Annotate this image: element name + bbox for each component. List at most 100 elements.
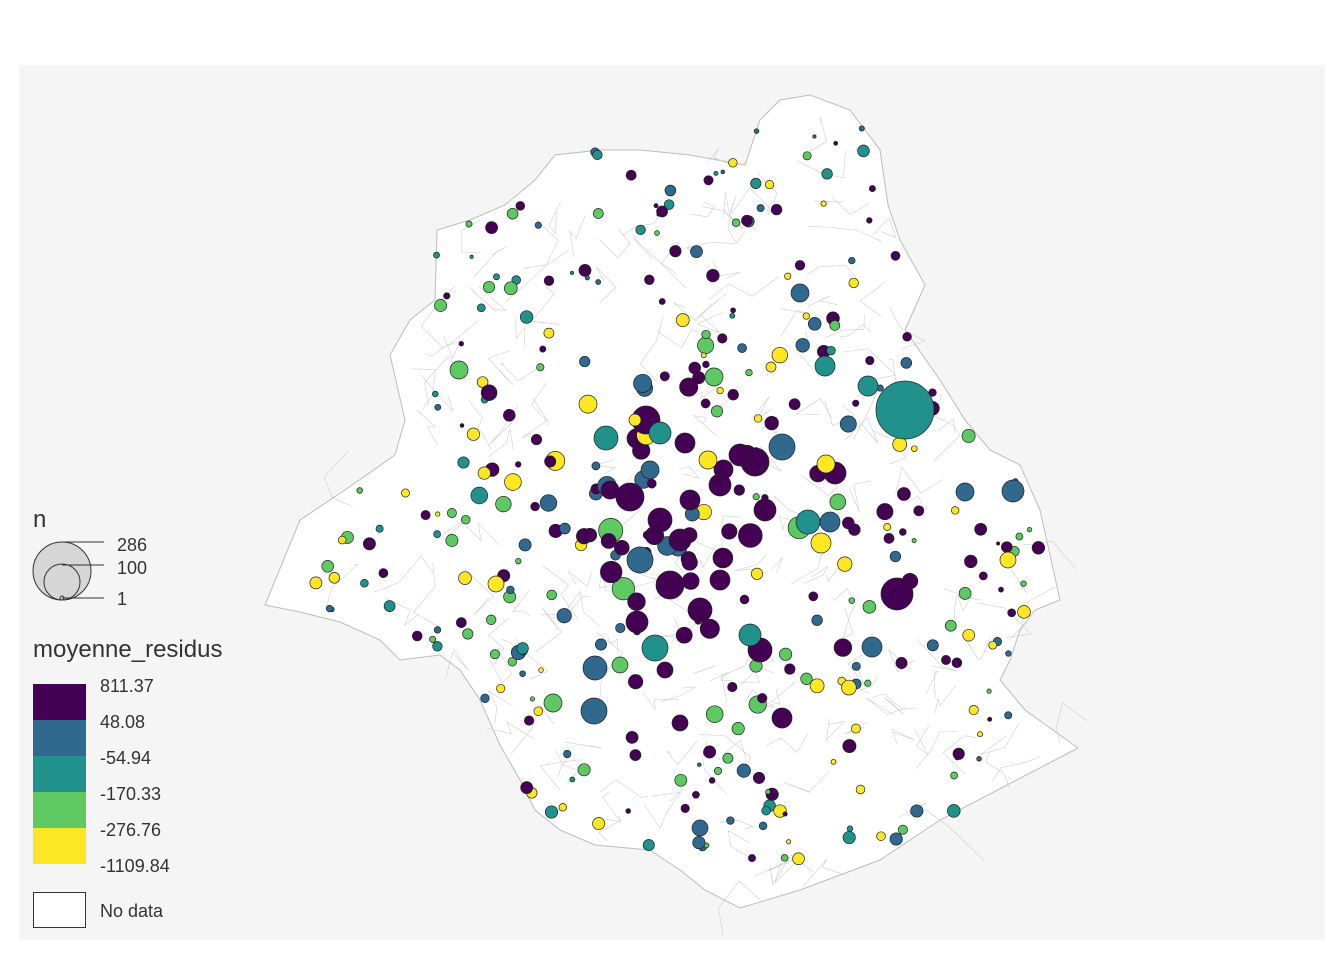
sector-symbol: [675, 313, 690, 327]
sector-symbol: [674, 432, 696, 454]
sector-symbol: [926, 639, 939, 652]
sector-symbol: [1005, 650, 1012, 657]
sector-symbol: [328, 572, 341, 584]
sector-symbol: [819, 511, 841, 533]
sector-symbol: [544, 455, 557, 468]
sector-symbol: [701, 329, 711, 340]
sector-symbol: [800, 672, 813, 685]
sector-symbol: [625, 731, 639, 744]
sector-boundary: [412, 562, 441, 628]
sector-symbol: [656, 661, 674, 679]
sector-symbol: [592, 149, 603, 161]
sector-symbol: [947, 804, 961, 818]
sector-symbol: [648, 421, 672, 445]
sector-symbol: [974, 522, 988, 536]
sector-symbol: [833, 140, 839, 146]
sector-boundary: [872, 693, 916, 710]
sector-symbol: [516, 642, 529, 655]
sector-boundary: [859, 676, 878, 694]
sector-symbol: [829, 320, 841, 331]
sector-symbol: [848, 597, 856, 604]
sector-symbol: [782, 811, 788, 817]
sector-symbol: [664, 184, 677, 197]
sector-symbol: [515, 558, 522, 565]
sector-symbol: [962, 628, 975, 642]
sector-symbol: [875, 380, 935, 440]
sector-boundary: [567, 570, 592, 588]
sector-symbol: [961, 428, 976, 443]
color-break-label-6: -1109.84: [100, 856, 170, 876]
sector-symbol: [669, 245, 682, 258]
sector-symbol: [950, 771, 958, 780]
sector-symbol: [900, 357, 913, 369]
sector-boundary: [487, 350, 514, 386]
sector-symbol: [986, 688, 992, 694]
sector-symbol: [703, 745, 717, 759]
sector-symbol: [771, 346, 788, 364]
sector-symbol: [480, 693, 490, 703]
sector-symbol: [811, 614, 823, 626]
sector-symbol: [615, 482, 645, 512]
sector-symbol: [519, 670, 526, 677]
sector-symbol: [848, 277, 859, 289]
sector-boundary: [991, 756, 1041, 782]
sector-symbol: [449, 360, 469, 380]
sector-symbol: [792, 852, 805, 866]
sector-symbol: [722, 752, 734, 764]
sector-symbol: [600, 480, 620, 500]
sector-symbol: [958, 587, 972, 600]
no-data-swatch: [33, 892, 86, 928]
sector-symbol: [698, 450, 718, 470]
sector-symbol: [459, 423, 465, 428]
sector-symbol: [625, 808, 631, 814]
sector-symbol: [998, 586, 1004, 593]
sector-symbol: [506, 207, 519, 220]
sector-symbol: [852, 399, 860, 407]
sector-symbol: [401, 488, 410, 498]
sector-symbol: [1001, 541, 1013, 553]
sector-symbol: [489, 649, 500, 660]
sector-symbol: [911, 538, 917, 544]
sector-boundary: [515, 317, 526, 348]
sector-symbol: [821, 168, 833, 180]
sector-boundary: [487, 690, 513, 724]
sector-boundary: [531, 285, 560, 325]
sector-boundary: [723, 192, 737, 218]
sector-symbol: [842, 516, 855, 530]
sector-symbol: [681, 572, 700, 590]
sector-symbol: [739, 594, 750, 605]
sector-symbol: [692, 790, 700, 799]
sector-boundary: [665, 740, 698, 766]
sector-boundary: [754, 859, 794, 877]
sector-symbol: [784, 272, 792, 280]
sector-boundary: [599, 228, 631, 259]
sector-symbol: [674, 773, 688, 787]
sector-symbol: [731, 218, 741, 228]
sector-boundary: [802, 859, 846, 887]
color-break-label-5: -276.76: [100, 820, 162, 840]
sector-symbol: [595, 279, 602, 285]
sector-symbol: [890, 250, 901, 261]
sector-symbol: [750, 177, 762, 189]
sector-symbol: [897, 824, 908, 835]
sector-symbol: [1031, 541, 1046, 555]
sector-symbol: [534, 221, 542, 229]
sector-boundary: [473, 246, 508, 278]
sector-symbol: [434, 403, 442, 411]
color-swatch-4: [33, 792, 86, 828]
sector-symbol: [807, 317, 822, 331]
sector-boundary: [488, 428, 514, 458]
sector-symbol: [642, 839, 655, 852]
sector-symbol: [559, 522, 571, 535]
color-break-label-3: -54.94: [100, 748, 152, 768]
sector-symbol: [708, 777, 716, 784]
sector-symbol: [830, 758, 837, 765]
sector-symbol: [647, 507, 673, 533]
sector-symbol: [999, 551, 1017, 569]
sector-symbol: [864, 679, 872, 687]
sector-symbol: [768, 433, 796, 461]
sector-symbol: [679, 377, 699, 397]
sector-symbol: [356, 487, 363, 494]
sector-symbol: [503, 281, 518, 296]
sector-symbol: [515, 201, 526, 211]
